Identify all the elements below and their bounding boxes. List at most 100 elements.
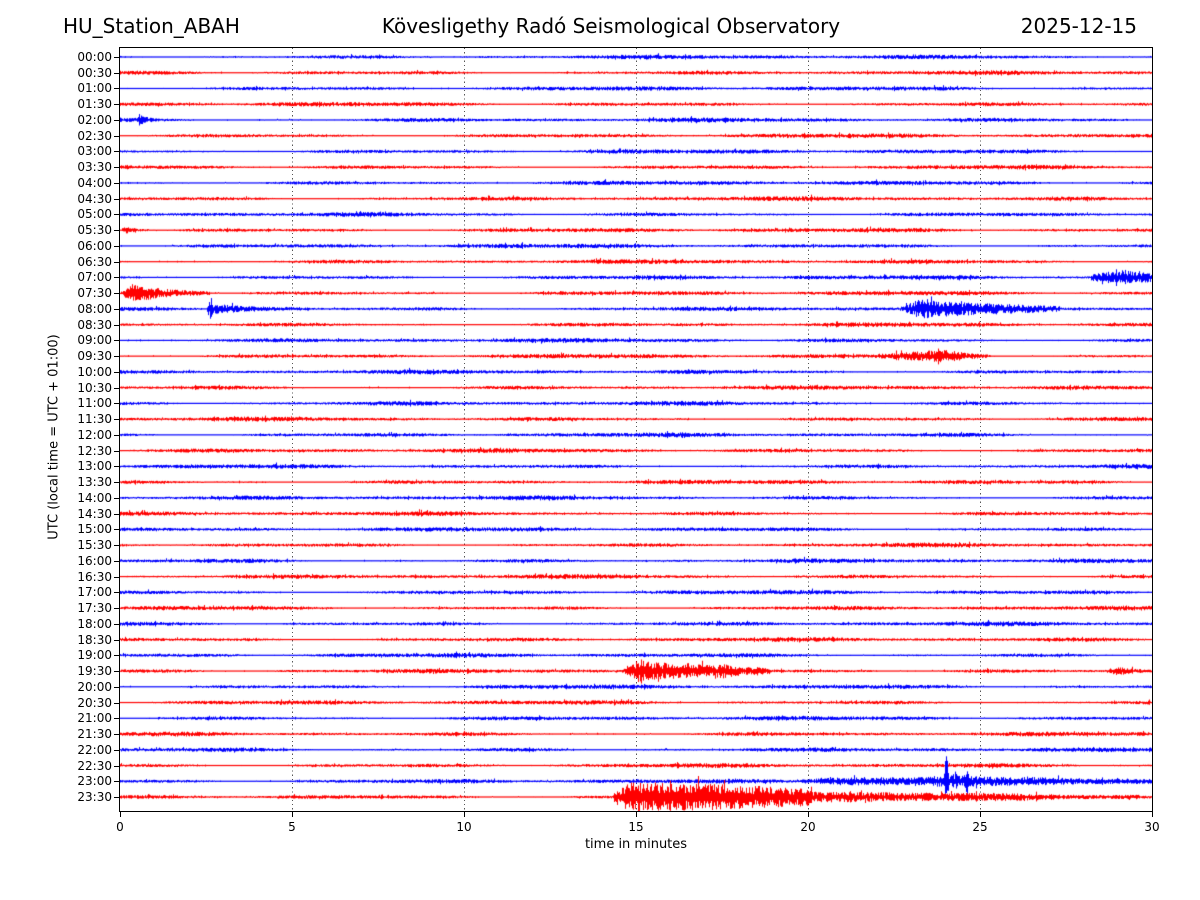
x-tick-label: 10 — [456, 820, 472, 834]
plot-area — [119, 47, 1153, 812]
y-tick-mark — [114, 151, 119, 152]
y-tick-mark — [114, 136, 119, 137]
y-tick-mark — [114, 781, 119, 782]
row-time-label: 22:30 — [77, 758, 112, 773]
x-axis-label: time in minutes — [584, 837, 688, 852]
y-tick-mark — [114, 451, 119, 452]
y-tick-mark — [114, 545, 119, 546]
y-tick-mark — [114, 514, 119, 515]
y-tick-mark — [114, 73, 119, 74]
row-time-label: 22:00 — [77, 742, 112, 757]
row-time-label: 07:30 — [77, 286, 112, 301]
y-tick-mark — [114, 703, 119, 704]
row-time-label: 17:30 — [77, 601, 112, 616]
y-tick-mark — [114, 246, 119, 247]
row-time-label: 10:30 — [77, 380, 112, 395]
y-tick-mark — [114, 293, 119, 294]
x-tick-label: 5 — [288, 820, 296, 834]
y-tick-mark — [114, 230, 119, 231]
y-tick-mark — [114, 356, 119, 357]
row-time-label: 09:30 — [77, 349, 112, 364]
x-tick-label: 20 — [800, 820, 816, 834]
y-tick-mark — [114, 482, 119, 483]
x-tick-label: 0 — [116, 820, 124, 834]
row-time-label: 06:30 — [77, 254, 112, 269]
y-tick-mark — [114, 262, 119, 263]
row-time-label: 03:30 — [77, 160, 112, 175]
y-tick-mark — [114, 167, 119, 168]
row-time-label: 09:00 — [77, 333, 112, 348]
y-tick-mark — [114, 592, 119, 593]
row-time-label: 08:30 — [77, 317, 112, 332]
row-time-label: 11:30 — [77, 412, 112, 427]
row-time-label: 05:00 — [77, 207, 112, 222]
y-tick-mark — [114, 88, 119, 89]
y-tick-mark — [114, 718, 119, 719]
row-time-label: 16:00 — [77, 553, 112, 568]
row-time-label: 04:00 — [77, 175, 112, 190]
row-time-label: 03:00 — [77, 144, 112, 159]
y-tick-mark — [114, 640, 119, 641]
y-tick-mark — [114, 624, 119, 625]
y-tick-mark — [114, 325, 119, 326]
y-tick-mark — [114, 466, 119, 467]
y-tick-mark — [114, 199, 119, 200]
row-time-label: 12:00 — [77, 427, 112, 442]
row-time-label: 17:00 — [77, 585, 112, 600]
row-time-label: 00:30 — [77, 65, 112, 80]
row-time-label: 15:00 — [77, 522, 112, 537]
x-tick-mark — [120, 812, 121, 817]
row-time-label: 06:00 — [77, 238, 112, 253]
y-tick-mark — [114, 750, 119, 751]
row-time-label: 12:30 — [77, 443, 112, 458]
y-tick-mark — [114, 608, 119, 609]
row-time-label: 02:30 — [77, 128, 112, 143]
row-time-label: 13:00 — [77, 459, 112, 474]
y-tick-mark — [114, 577, 119, 578]
y-tick-mark — [114, 57, 119, 58]
y-tick-mark — [114, 183, 119, 184]
row-time-label: 01:30 — [77, 97, 112, 112]
y-tick-mark — [114, 766, 119, 767]
row-time-label: 20:00 — [77, 679, 112, 694]
row-time-label: 15:30 — [77, 538, 112, 553]
row-time-label: 08:00 — [77, 301, 112, 316]
y-tick-mark — [114, 388, 119, 389]
row-time-label: 16:30 — [77, 569, 112, 584]
y-tick-mark — [114, 372, 119, 373]
x-tick-label: 30 — [1144, 820, 1160, 834]
row-time-label: 04:30 — [77, 191, 112, 206]
row-time-label: 10:00 — [77, 364, 112, 379]
y-tick-mark — [114, 734, 119, 735]
row-time-label: 05:30 — [77, 223, 112, 238]
row-time-label: 01:00 — [77, 81, 112, 96]
seismogram-traces — [120, 48, 1152, 811]
row-time-label: 11:00 — [77, 396, 112, 411]
row-time-label: 23:30 — [77, 790, 112, 804]
row-time-label: 18:00 — [77, 616, 112, 631]
row-time-label: 14:00 — [77, 490, 112, 505]
x-tick-mark — [1152, 812, 1153, 817]
y-tick-mark — [114, 655, 119, 656]
row-time-label: 21:30 — [77, 727, 112, 742]
observatory-title: Kövesligethy Radó Seismological Observat… — [381, 14, 841, 38]
row-time-label: 20:30 — [77, 695, 112, 710]
row-time-label: 21:00 — [77, 711, 112, 726]
row-time-label: 23:00 — [77, 774, 112, 789]
y-tick-mark — [114, 498, 119, 499]
y-tick-mark — [114, 671, 119, 672]
x-tick-mark — [808, 812, 809, 817]
y-tick-mark — [114, 104, 119, 105]
y-tick-mark — [114, 435, 119, 436]
date-label: 2025-12-15 — [1020, 14, 1137, 38]
x-tick-mark — [292, 812, 293, 817]
row-time-label: 19:30 — [77, 664, 112, 679]
y-tick-mark — [114, 797, 119, 798]
row-time-label: 18:30 — [77, 632, 112, 647]
x-tick-label: 15 — [628, 820, 644, 834]
row-time-label: 07:00 — [77, 270, 112, 285]
y-tick-mark — [114, 529, 119, 530]
y-tick-mark — [114, 687, 119, 688]
y-tick-mark — [114, 561, 119, 562]
